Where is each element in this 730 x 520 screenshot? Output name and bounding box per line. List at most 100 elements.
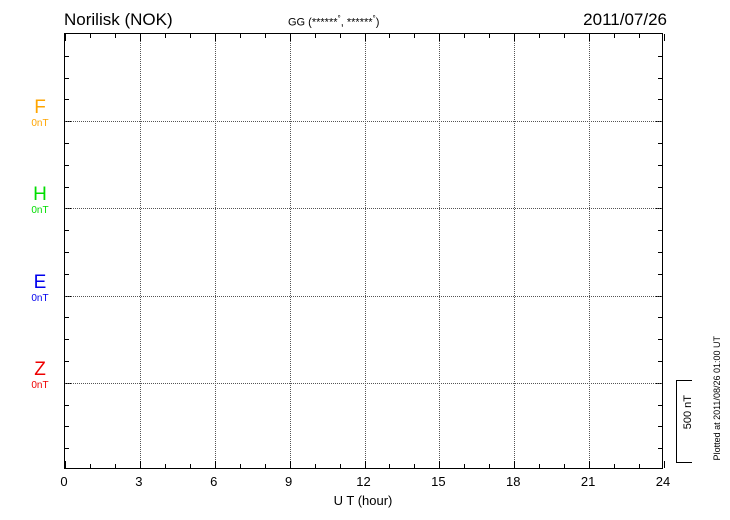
y-axis-minor-tick (658, 252, 662, 253)
degree-symbol-lon: ° (372, 14, 376, 23)
x-axis-minor-tick (389, 34, 391, 38)
y-axis-minor-tick (65, 274, 69, 275)
x-axis-minor-tick (239, 464, 241, 468)
y-axis-minor-tick (65, 252, 69, 253)
x-axis-minor-tick (264, 34, 266, 38)
baseline-gridline-f (65, 121, 662, 122)
x-axis-minor-tick (264, 464, 266, 468)
geographic-coordinates: GG (******°, ******°) (288, 14, 379, 29)
component-baseline-value: 0nT (31, 379, 49, 391)
x-axis-major-tick (514, 461, 516, 468)
x-axis-minor-tick (614, 34, 616, 38)
x-axis-major-tick (65, 461, 66, 468)
observation-date: 2011/07/26 (583, 10, 667, 29)
x-axis-tick-label: 6 (210, 474, 218, 489)
x-axis-minor-tick (464, 464, 466, 468)
x-axis-minor-tick (489, 34, 491, 38)
component-letter: Z (34, 358, 46, 380)
vertical-gridline (439, 34, 441, 468)
coords-separator: , (340, 16, 347, 29)
x-axis-tick-label: 9 (285, 474, 293, 489)
x-axis-tick-label: 3 (135, 474, 143, 489)
x-axis-tick-label: 15 (431, 474, 446, 489)
y-axis-minor-tick (65, 448, 69, 449)
x-axis-tick-label: 18 (506, 474, 521, 489)
y-axis-minor-tick (658, 317, 662, 318)
y-axis-minor-tick (658, 143, 662, 144)
x-axis-tick-label: 0 (60, 474, 68, 489)
x-axis-minor-tick (114, 464, 116, 468)
y-axis-minor-tick (65, 99, 69, 100)
x-axis-minor-tick (164, 34, 166, 38)
degree-symbol-lat: ° (337, 14, 341, 23)
x-axis-tick-label: 12 (356, 474, 371, 489)
y-axis-minor-tick (65, 339, 69, 340)
y-axis-minor-tick (658, 339, 662, 340)
x-axis-major-tick (364, 34, 366, 41)
y-axis-minor-tick (65, 426, 69, 427)
x-axis-minor-tick (414, 464, 416, 468)
component-letter: H (33, 184, 47, 206)
vertical-gridline (139, 34, 141, 468)
x-axis-minor-tick (614, 464, 616, 468)
x-axis-tick-label: 24 (655, 474, 671, 489)
y-axis-minor-tick (65, 317, 69, 318)
vertical-gridline (214, 34, 216, 468)
scale-bar (676, 380, 698, 463)
component-baseline-value: 0nT (31, 292, 49, 304)
y-axis-minor-tick (658, 448, 662, 449)
x-axis-major-tick (364, 461, 366, 468)
x-axis-minor-tick (314, 34, 316, 38)
x-axis-minor-tick (339, 34, 341, 38)
vertical-gridline (589, 34, 591, 468)
component-baseline-value: 0nT (31, 205, 49, 217)
vertical-gridline (364, 34, 366, 468)
coords-suffix: ) (375, 16, 380, 29)
y-axis-minor-tick (658, 165, 662, 166)
scale-bar-line (676, 380, 677, 463)
y-axis-minor-tick (658, 426, 662, 427)
y-axis-minor-tick (658, 187, 662, 188)
y-axis-minor-tick (65, 405, 69, 406)
x-axis-minor-tick (89, 464, 91, 468)
baseline-gridline-e (65, 296, 662, 297)
y-axis-minor-tick (65, 165, 69, 166)
y-axis-minor-tick (658, 56, 662, 57)
station-name: Norilisk (NOK) (64, 10, 173, 29)
x-axis-major-tick (664, 461, 665, 468)
y-axis-minor-tick (658, 99, 662, 100)
x-axis-minor-tick (414, 34, 416, 38)
x-axis-major-tick (139, 461, 141, 468)
x-axis-minor-tick (564, 34, 566, 38)
component-label-f: F 0nT (22, 98, 58, 130)
y-axis-minor-tick (65, 230, 69, 231)
x-axis-major-tick (439, 461, 441, 468)
component-label-h: H 0nT (22, 185, 58, 217)
x-axis-title: U T (hour) (333, 493, 393, 508)
y-axis-minor-tick (65, 56, 69, 57)
x-axis-major-tick (214, 34, 216, 41)
scale-bar-label: 500 nT (682, 395, 694, 430)
y-axis-minor-tick (658, 405, 662, 406)
y-axis-minor-tick (65, 143, 69, 144)
x-axis-major-tick (289, 461, 291, 468)
component-label-z: Z 0nT (22, 360, 58, 392)
x-axis-major-tick (589, 34, 591, 41)
x-axis-minor-tick (564, 464, 566, 468)
scale-bar-cap-top (676, 380, 692, 381)
x-axis-major-tick (589, 461, 591, 468)
coords-latitude: ****** (311, 16, 338, 29)
y-axis-minor-tick (658, 78, 662, 79)
x-axis-minor-tick (239, 34, 241, 38)
x-axis-major-tick (65, 34, 66, 41)
x-axis-major-tick (139, 34, 141, 41)
x-axis-tick-label: 21 (580, 474, 596, 489)
x-axis-major-tick (289, 34, 291, 41)
component-letter: F (34, 97, 46, 119)
scale-bar-cap-bottom (676, 462, 692, 463)
coords-longitude: ****** (346, 16, 373, 29)
x-axis-minor-tick (464, 34, 466, 38)
coords-prefix: GG ( (288, 16, 312, 29)
plotted-at-timestamp: Plotted at 2011/08/26 01:00 UT (712, 336, 722, 461)
